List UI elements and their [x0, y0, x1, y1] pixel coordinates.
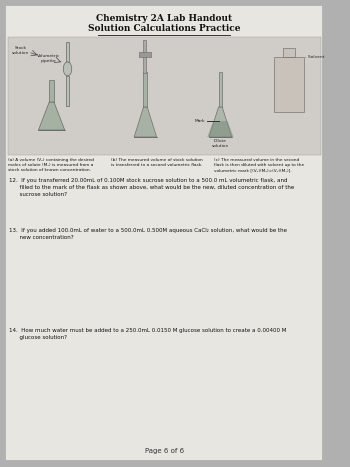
- Polygon shape: [66, 76, 69, 106]
- Polygon shape: [218, 72, 222, 107]
- Polygon shape: [283, 48, 295, 57]
- Text: (c) The measured volume in the second
flask is then diluted with solvent up to t: (c) The measured volume in the second fl…: [214, 158, 304, 172]
- Text: Dilute
solution: Dilute solution: [212, 139, 229, 148]
- Text: Mark: Mark: [195, 119, 205, 123]
- Text: 12.  If you transferred 20.00mL of 0.100M stock sucrose solution to a 500.0 mL v: 12. If you transferred 20.00mL of 0.100M…: [9, 178, 295, 197]
- Text: (a) A volume (V₂) containing the desired
moles of solute (M₁) is measured from a: (a) A volume (V₂) containing the desired…: [8, 158, 94, 172]
- Polygon shape: [49, 80, 54, 102]
- Text: (b) The measured volume of stock solution
is transferred to a second volumetric : (b) The measured volume of stock solutio…: [111, 158, 202, 167]
- Bar: [139, 52, 151, 57]
- FancyBboxPatch shape: [7, 37, 321, 155]
- Text: Solution Calculations Practice: Solution Calculations Practice: [88, 24, 240, 33]
- Text: Chemistry 2A Lab Handout: Chemistry 2A Lab Handout: [96, 14, 232, 23]
- Polygon shape: [134, 107, 156, 137]
- FancyBboxPatch shape: [5, 5, 322, 460]
- Text: 13.  If you added 100.0mL of water to a 500.0mL 0.500M aqueous CaCl₂ solution, w: 13. If you added 100.0mL of water to a 5…: [9, 228, 287, 240]
- Bar: [144, 40, 146, 73]
- Polygon shape: [144, 72, 147, 107]
- Text: 14.  How much water must be added to a 250.0mL 0.0150 M glucose solution to crea: 14. How much water must be added to a 25…: [9, 328, 287, 340]
- Ellipse shape: [63, 62, 72, 76]
- Text: Volumetric
pipette: Volumetric pipette: [37, 54, 61, 63]
- Polygon shape: [209, 107, 232, 137]
- Text: Page 6 of 6: Page 6 of 6: [145, 448, 184, 454]
- Text: Stock
solution: Stock solution: [12, 46, 29, 55]
- Polygon shape: [66, 42, 69, 62]
- Text: - Solvent: - Solvent: [305, 55, 324, 59]
- Polygon shape: [38, 102, 65, 130]
- Polygon shape: [207, 121, 233, 137]
- Polygon shape: [274, 57, 304, 112]
